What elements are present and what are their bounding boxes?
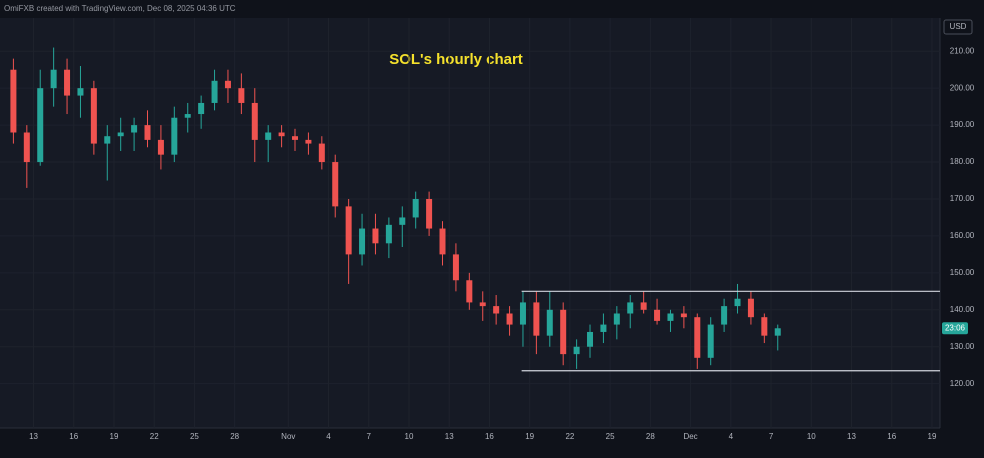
candle-body bbox=[680, 313, 687, 318]
candle-body bbox=[613, 313, 620, 325]
currency-box bbox=[943, 19, 973, 35]
price-box bbox=[942, 322, 968, 335]
x-tick-label: 13 bbox=[847, 432, 856, 441]
candle-body bbox=[707, 324, 714, 358]
candle-body bbox=[64, 69, 71, 96]
candle-body bbox=[157, 139, 164, 155]
candle-body bbox=[439, 228, 446, 255]
candle-body bbox=[774, 328, 781, 336]
x-tick-label: 19 bbox=[928, 432, 937, 441]
candle-body bbox=[332, 162, 339, 207]
x-tick-label: 25 bbox=[606, 432, 615, 441]
y-tick-label: 200.00 bbox=[950, 83, 975, 92]
x-tick-label: 10 bbox=[405, 432, 414, 441]
candle-body bbox=[77, 88, 84, 96]
candle-body bbox=[211, 80, 218, 103]
candle-body bbox=[37, 88, 44, 163]
x-tick-label: 7 bbox=[367, 432, 372, 441]
candle-body bbox=[667, 313, 674, 321]
candle-body bbox=[224, 80, 231, 89]
candle-body bbox=[761, 317, 768, 336]
y-tick-label: 210.00 bbox=[950, 46, 975, 55]
candle-body bbox=[452, 254, 459, 281]
candle-body bbox=[493, 306, 500, 314]
candle-body bbox=[104, 136, 111, 144]
y-tick-label: 190.00 bbox=[950, 120, 975, 129]
x-tick-label: 4 bbox=[729, 432, 734, 441]
x-tick-label: 16 bbox=[887, 432, 896, 441]
candle-body bbox=[50, 69, 57, 89]
candle-body bbox=[198, 102, 205, 115]
y-tick-label: 120.00 bbox=[950, 379, 975, 388]
y-tick-label: 130.00 bbox=[950, 342, 975, 351]
candle-body bbox=[600, 324, 607, 332]
y-tick-label: 170.00 bbox=[950, 194, 975, 203]
candle-body bbox=[560, 309, 567, 355]
x-tick-label: 22 bbox=[565, 432, 574, 441]
candle-body bbox=[385, 224, 392, 244]
y-tick-label: 150.00 bbox=[950, 268, 975, 277]
x-tick-label: 28 bbox=[230, 432, 239, 441]
plot-area bbox=[0, 18, 940, 428]
x-tick-label: 19 bbox=[525, 432, 534, 441]
x-tick-label: 25 bbox=[190, 432, 199, 441]
x-tick-label: 10 bbox=[807, 432, 816, 441]
candle-body bbox=[251, 102, 258, 140]
candle-body bbox=[318, 143, 325, 163]
x-tick-label: 7 bbox=[769, 432, 774, 441]
x-tick-label: 22 bbox=[150, 432, 159, 441]
candle-body bbox=[292, 136, 299, 140]
candle-body bbox=[144, 125, 151, 140]
x-tick-label: 19 bbox=[110, 432, 119, 441]
x-tick-label: 13 bbox=[29, 432, 38, 441]
y-tick-label: 140.00 bbox=[950, 305, 975, 314]
candle-body bbox=[479, 302, 486, 307]
candle-body bbox=[278, 132, 285, 137]
candle-body bbox=[412, 198, 419, 218]
currency: USD bbox=[950, 22, 967, 31]
candle-body bbox=[640, 302, 647, 310]
candle-body bbox=[117, 132, 124, 137]
x-tick-label: 28 bbox=[646, 432, 655, 441]
x-tick-label: 16 bbox=[69, 432, 78, 441]
x-tick-label: 13 bbox=[445, 432, 454, 441]
countdown: 23:06 bbox=[945, 323, 966, 332]
candle-body bbox=[23, 132, 30, 163]
candle-body bbox=[519, 302, 526, 325]
candle-body bbox=[305, 139, 312, 144]
candle-body bbox=[399, 217, 406, 225]
x-tick-label: 4 bbox=[326, 432, 331, 441]
y-tick-label: 180.00 bbox=[950, 157, 975, 166]
candle-body bbox=[426, 198, 433, 229]
candle-body bbox=[533, 302, 540, 336]
candle-body bbox=[627, 302, 634, 314]
y-tick-label: 160.00 bbox=[950, 231, 975, 240]
candle-body bbox=[694, 317, 701, 358]
candle-body bbox=[466, 280, 473, 303]
candle-body bbox=[359, 228, 366, 255]
candle-body bbox=[506, 313, 513, 325]
x-tick-label: Dec bbox=[683, 432, 697, 441]
x-tick-label: Nov bbox=[281, 432, 295, 441]
candle-body bbox=[654, 309, 661, 321]
x-tick-label: 16 bbox=[485, 432, 494, 441]
candle-body bbox=[372, 228, 379, 244]
candle-body bbox=[171, 117, 178, 155]
candle-body bbox=[587, 331, 594, 347]
candle-body bbox=[573, 346, 580, 355]
candle-body bbox=[265, 132, 272, 140]
candle-body bbox=[10, 69, 17, 133]
candle-body bbox=[184, 114, 191, 118]
candle-body bbox=[747, 298, 754, 318]
candle-body bbox=[721, 306, 728, 325]
candle-body bbox=[238, 88, 245, 103]
candle-body bbox=[131, 125, 138, 133]
candle-body bbox=[734, 298, 741, 307]
candle-body bbox=[90, 88, 97, 144]
candle-body bbox=[546, 309, 553, 336]
header: OmiFXB created with TradingView.com, Dec… bbox=[4, 4, 236, 13]
candle-body bbox=[345, 206, 352, 255]
